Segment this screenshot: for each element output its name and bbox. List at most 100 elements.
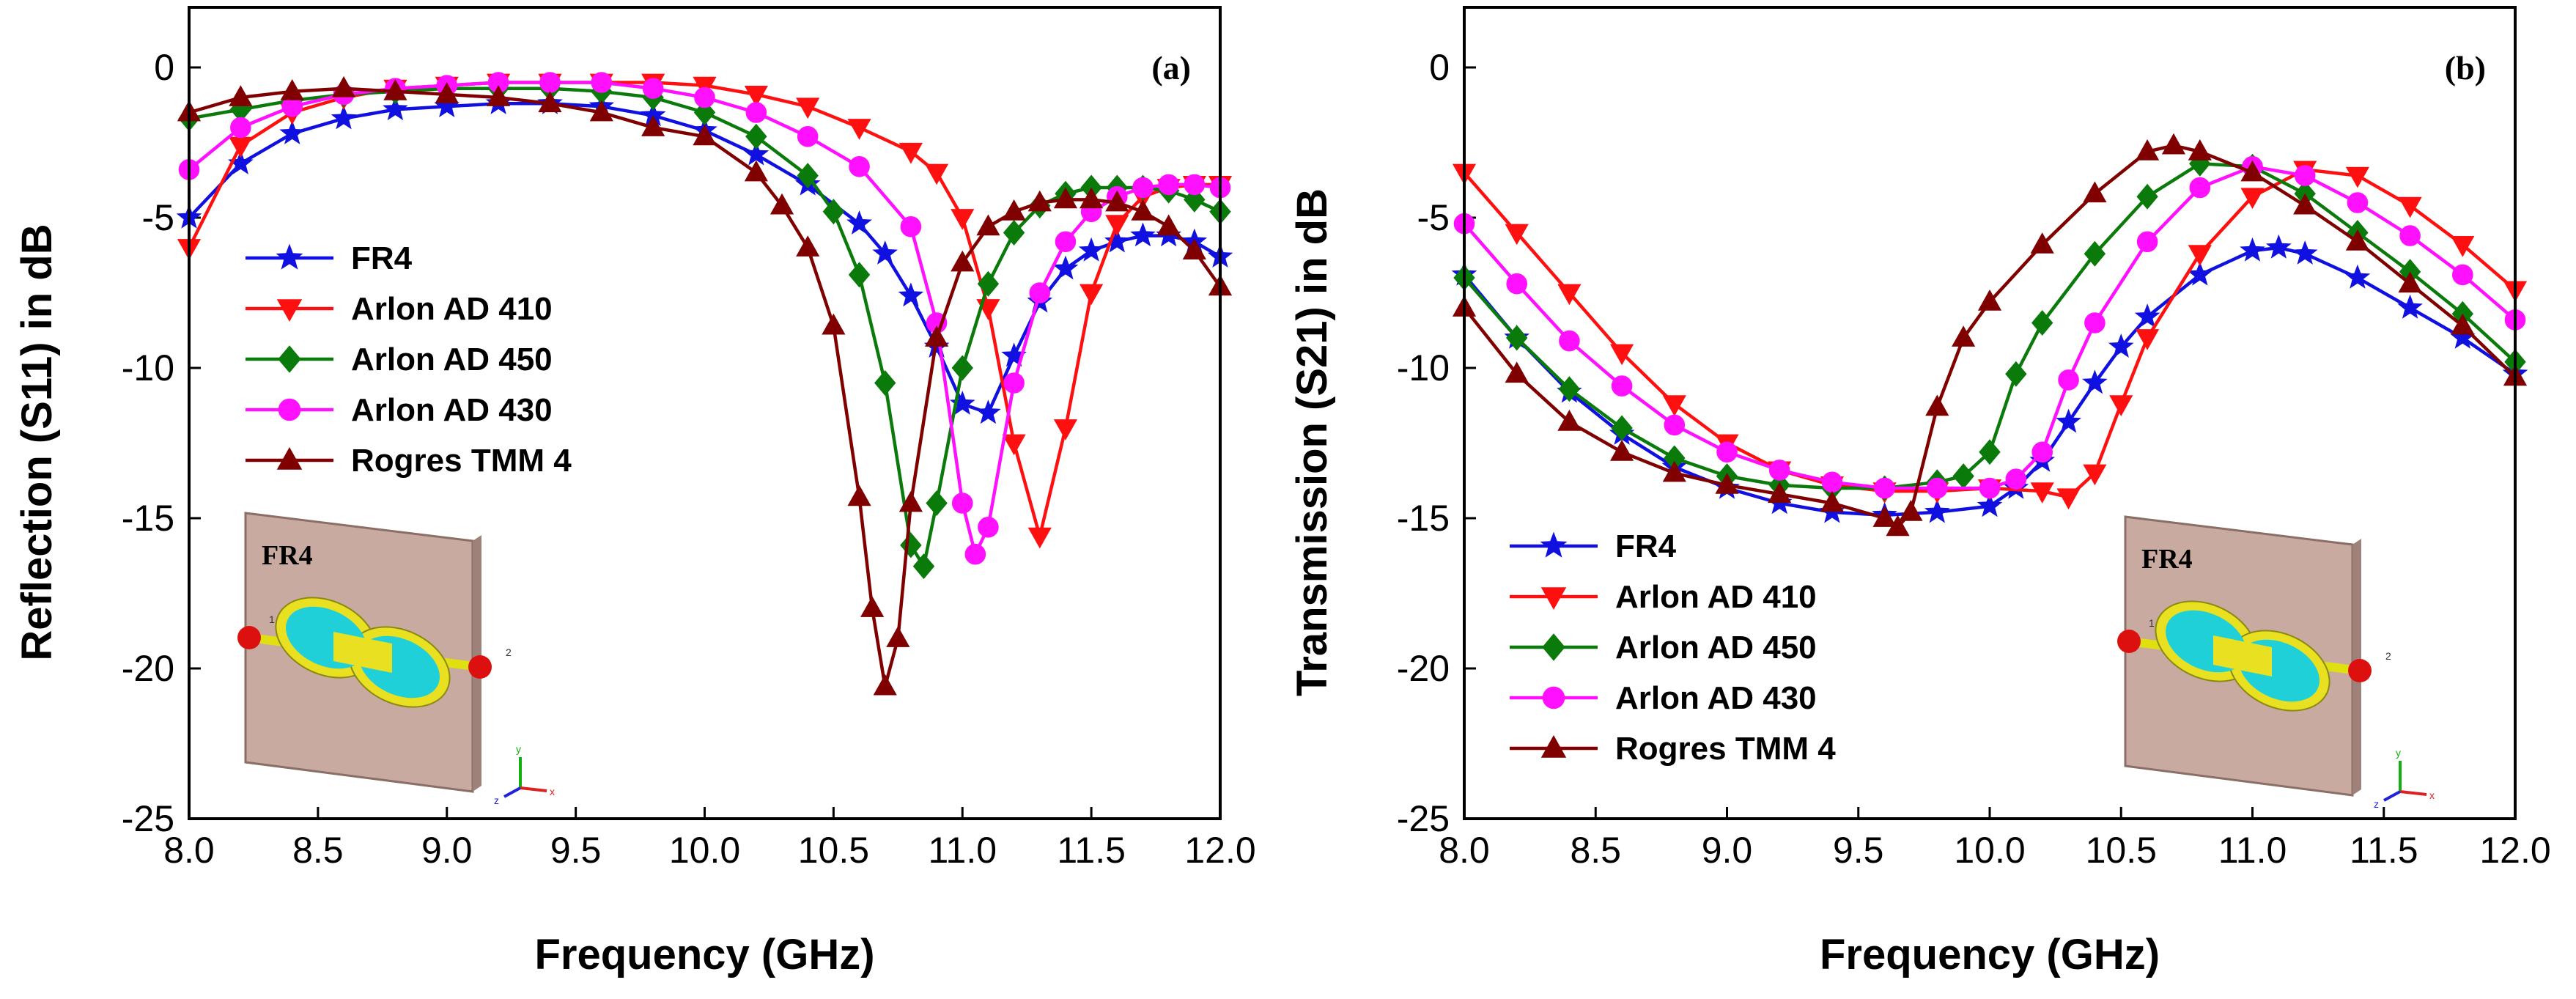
data-point <box>898 142 923 164</box>
data-point <box>1925 394 1949 416</box>
data-point <box>744 160 768 182</box>
data-point <box>745 102 767 123</box>
data-point <box>872 240 898 265</box>
x-tick-label: 9.0 <box>421 830 473 871</box>
data-point <box>2083 181 2107 203</box>
data-point <box>1872 506 1897 527</box>
data-point <box>2398 271 2422 293</box>
panel-label: (b) <box>2445 49 2486 86</box>
data-point <box>1874 477 1895 499</box>
data-point <box>1716 441 1738 463</box>
data-point <box>1899 500 1923 521</box>
data-point <box>1768 460 1790 481</box>
legend-marker <box>276 243 303 270</box>
data-point <box>435 82 459 103</box>
y-tick-label: -10 <box>122 347 174 388</box>
x-tick-label: 11.5 <box>1057 830 1126 871</box>
legend-marker <box>278 398 301 421</box>
antenna-inset-image: FR4 1 2 y x z <box>237 512 555 806</box>
data-point <box>860 596 885 617</box>
data-point <box>229 136 253 158</box>
coordinate-triad: y x z <box>2374 747 2435 810</box>
data-point <box>924 163 949 185</box>
data-point <box>951 355 973 381</box>
data-point <box>1052 255 1079 280</box>
data-point <box>589 100 613 122</box>
data-point <box>951 250 975 272</box>
x-tick-label: 10.0 <box>669 830 740 871</box>
data-point <box>1979 439 2001 465</box>
data-point <box>2240 160 2265 182</box>
data-point <box>1131 199 1155 221</box>
data-point <box>2134 303 2160 328</box>
data-point <box>873 674 897 696</box>
data-point <box>2031 441 2053 463</box>
data-point <box>1003 220 1025 246</box>
x-tick-label: 11.0 <box>2218 830 2287 871</box>
data-point <box>1080 187 1104 209</box>
data-point <box>2161 133 2186 155</box>
data-point <box>2187 261 2213 286</box>
data-point <box>1001 342 1027 367</box>
data-point <box>2344 264 2371 289</box>
data-point <box>2030 232 2054 254</box>
data-point <box>1662 395 1686 416</box>
series-line <box>188 81 1221 556</box>
data-point <box>640 102 666 127</box>
data-point <box>2083 464 2107 486</box>
data-point <box>2292 240 2318 265</box>
data-point <box>797 163 819 189</box>
data-point <box>2452 264 2473 286</box>
data-point <box>1505 361 1529 383</box>
data-point <box>822 313 846 335</box>
panel-label: (a) <box>1151 49 1191 86</box>
data-point <box>2451 313 2475 335</box>
data-point <box>848 262 871 288</box>
data-point <box>976 214 1000 236</box>
data-point <box>1002 434 1026 456</box>
data-point <box>1664 445 1686 471</box>
data-point <box>1559 330 1580 352</box>
data-point <box>1821 471 1843 493</box>
data-point <box>1078 237 1104 262</box>
x-tick-label: 9.5 <box>1833 830 1884 871</box>
antenna-patch <box>275 597 451 708</box>
data-point <box>331 105 357 130</box>
data-point <box>1557 410 1582 431</box>
x-tick-label: 11.0 <box>928 830 997 871</box>
series-line <box>187 81 1220 538</box>
triad-y-label: y <box>2396 747 2401 759</box>
triad-x-label: x <box>2429 789 2435 801</box>
data-point <box>2398 196 2422 218</box>
y-axis-title: Reflection (S11) in dB <box>13 224 61 660</box>
y-axis-title: Transmission (S21) in dB <box>1288 188 1336 696</box>
x-tick-label: 8.0 <box>1439 830 1490 871</box>
data-point <box>1104 228 1130 253</box>
data-point <box>2347 192 2369 213</box>
port-1 <box>2117 630 2141 653</box>
data-point <box>641 115 665 136</box>
data-point <box>280 79 304 100</box>
data-point <box>847 119 871 140</box>
data-point <box>2031 310 2053 336</box>
data-point <box>539 72 561 93</box>
triad-x-label: x <box>550 786 555 797</box>
data-point <box>279 120 305 144</box>
y-tick-label: -25 <box>122 798 174 839</box>
y-tick-label: 0 <box>154 47 174 88</box>
data-point <box>1053 187 1078 209</box>
triad-y-label: y <box>516 743 521 755</box>
data-point <box>951 209 975 230</box>
y-tick-label: -20 <box>122 648 174 689</box>
data-point <box>886 626 910 647</box>
data-point <box>2188 245 2212 266</box>
data-point <box>1027 527 1052 549</box>
data-point <box>975 399 1001 424</box>
data-point <box>1130 222 1156 247</box>
data-point <box>1506 325 1528 351</box>
data-point <box>1662 460 1686 482</box>
legend-marker <box>278 345 301 373</box>
series-line <box>188 86 1221 568</box>
chart-panel-a: 8.0 8.5 9.0 9.5 10.0 10.5 11.0 11.5 12.0 0 -5 -10 -1… <box>13 6 1256 978</box>
data-point <box>796 235 820 257</box>
